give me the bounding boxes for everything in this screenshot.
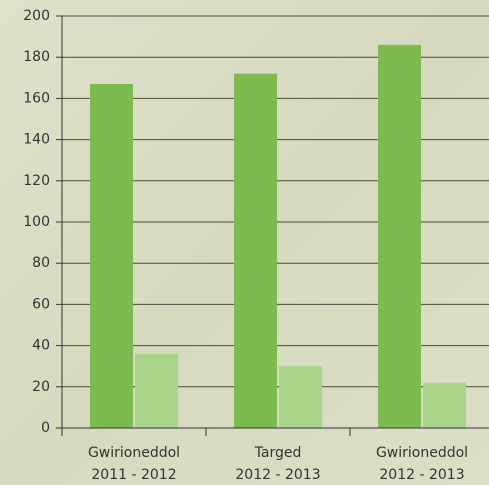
y-tick-label: 200: [23, 8, 50, 24]
y-tick-label: 160: [23, 90, 50, 106]
bar: [423, 382, 466, 428]
x-tick-label: 2012 - 2013: [379, 467, 464, 483]
bar: [234, 73, 277, 429]
y-tick-label: 0: [41, 420, 50, 436]
x-tick-label: Gwirioneddol: [376, 445, 468, 461]
y-tick-label: 40: [32, 338, 50, 354]
bar: [279, 366, 322, 428]
bar: [90, 83, 133, 428]
x-tick-label: Gwirioneddol: [88, 445, 180, 461]
y-tick-label: 140: [23, 132, 50, 148]
x-tick-label: Targed: [254, 445, 302, 461]
y-tick-label: 100: [23, 214, 50, 230]
bar: [135, 353, 178, 428]
y-tick-label: 80: [32, 255, 50, 271]
x-tick-label: 2012 - 2013: [235, 467, 320, 483]
bar: [378, 44, 421, 429]
y-tick-label: 20: [32, 379, 50, 395]
y-tick-label: 120: [23, 173, 50, 189]
y-tick-label: 60: [32, 296, 50, 312]
x-tick-label: 2011 - 2012: [91, 467, 176, 483]
y-tick-label: 180: [23, 49, 50, 65]
